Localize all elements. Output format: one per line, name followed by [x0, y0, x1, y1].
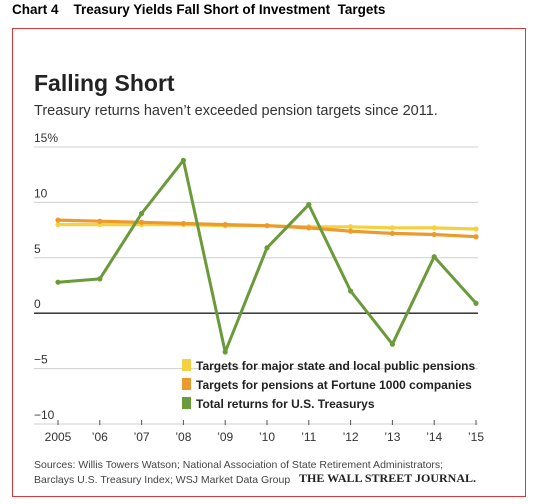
data-point	[180, 220, 186, 227]
data-point	[97, 218, 103, 224]
data-point	[473, 226, 479, 232]
legend-swatch	[182, 359, 191, 371]
data-point	[306, 225, 312, 231]
data-point	[55, 221, 61, 228]
data-point	[348, 228, 354, 234]
data-point	[348, 224, 354, 230]
legend-label: Targets for pensions at Fortune 1000 com…	[196, 378, 472, 392]
data-point	[55, 217, 61, 223]
data-point	[473, 300, 479, 306]
legend-label: Targets for major state and local public…	[196, 359, 475, 373]
source-line-2: Barclays U.S. Treasury Index; WSJ Market…	[34, 474, 290, 486]
data-point	[389, 230, 395, 237]
y-tick-label: 0	[34, 297, 41, 311]
data-point	[264, 245, 270, 251]
data-point	[139, 210, 145, 217]
series-line	[56, 158, 478, 354]
legend-label: Total returns for U.S. Treasurys	[196, 397, 375, 411]
data-point	[222, 349, 228, 355]
source-line-1: Sources: Willis Towers Watson; National …	[34, 459, 443, 471]
data-point	[222, 221, 228, 228]
x-tick-label: ’14	[426, 430, 442, 444]
publisher-logo: THE WALL STREET JOURNAL.	[299, 471, 476, 485]
data-point	[139, 219, 145, 225]
chart-frame	[12, 28, 526, 497]
data-point	[264, 223, 270, 229]
series-3	[55, 157, 479, 355]
x-tick-label: ’12	[343, 430, 359, 444]
x-tick-label: ’11	[301, 430, 316, 444]
chart-caption: Chart 4 Treasury Yields Fall Short of In…	[12, 2, 386, 17]
data-point	[389, 341, 395, 347]
data-point	[97, 276, 103, 282]
x-tick-label: ’08	[175, 430, 191, 444]
legend-swatch	[182, 397, 191, 409]
data-point	[306, 202, 312, 208]
y-tick-label: 5	[34, 242, 41, 256]
x-tick-label: ’10	[259, 430, 275, 444]
data-point	[348, 288, 354, 294]
x-tick-label: ’09	[217, 430, 233, 444]
y-tick-label: 10	[34, 186, 48, 200]
data-point	[473, 234, 479, 240]
data-point	[55, 279, 61, 285]
x-tick-label: ’07	[134, 430, 150, 444]
legend-swatch	[182, 378, 191, 390]
series-2	[55, 217, 479, 240]
x-tick-label: ’06	[92, 430, 108, 444]
y-tick-label: −10	[34, 408, 55, 422]
x-tick-label: ’15	[468, 430, 484, 444]
chart-subtitle: Treasury returns haven’t exceeded pensio…	[34, 103, 438, 119]
data-point	[431, 225, 437, 231]
data-point	[431, 231, 437, 238]
data-point	[389, 225, 395, 231]
x-tick-label: 2005	[45, 430, 72, 444]
y-tick-label: 15%	[34, 131, 58, 145]
chart-title: Falling Short	[34, 70, 175, 96]
y-tick-label: −5	[34, 353, 48, 367]
data-point	[180, 157, 186, 163]
x-tick-label: ’13	[384, 430, 400, 444]
data-point	[431, 254, 437, 260]
